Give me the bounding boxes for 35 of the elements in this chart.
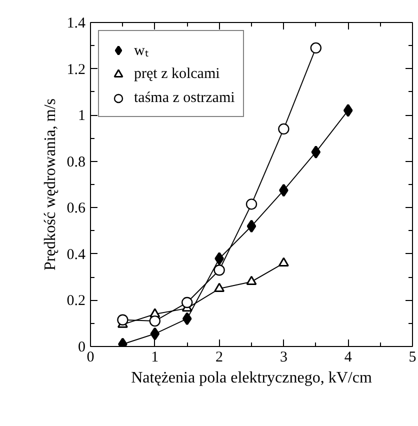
point (311, 146, 321, 159)
y-axis-title: Prędkość wędrowania, m/s (42, 98, 59, 270)
point (182, 296, 193, 308)
x-tick-label: 3 (280, 350, 288, 366)
point (279, 184, 288, 197)
y-tick-label: 1.2 (66, 62, 86, 78)
point (278, 257, 289, 267)
point (246, 198, 258, 210)
point (182, 312, 192, 326)
point (278, 123, 290, 135)
x-tick-label: 5 (408, 350, 416, 366)
point (246, 220, 256, 233)
x-tick-label: 2 (216, 350, 224, 366)
y-tick-label: 0.8 (66, 154, 86, 170)
y-tick-label: 0.6 (66, 200, 86, 217)
point (246, 276, 257, 286)
x-tick-label: 1 (151, 350, 159, 366)
x-tick-label: 4 (344, 350, 352, 366)
point (214, 264, 225, 276)
point (214, 252, 224, 266)
point (310, 42, 322, 54)
legend-label: wₜ (134, 42, 150, 60)
y-tick-label: 0.2 (66, 293, 86, 310)
y-tick-label: 0 (78, 340, 86, 356)
point (150, 327, 160, 340)
y-tick-label: 1 (78, 108, 86, 124)
legend-label: taśma z ostrzami (134, 90, 235, 106)
x-axis-title: Natężenia pola elektrycznego, kV/cm (131, 370, 372, 386)
legend-label: pręt z kolcami (134, 66, 220, 82)
y-tick-label: 1.4 (66, 16, 86, 32)
point (149, 315, 160, 327)
point (343, 104, 353, 117)
point (214, 282, 225, 292)
point (117, 314, 128, 326)
y-tick-label: 0.4 (66, 246, 86, 263)
